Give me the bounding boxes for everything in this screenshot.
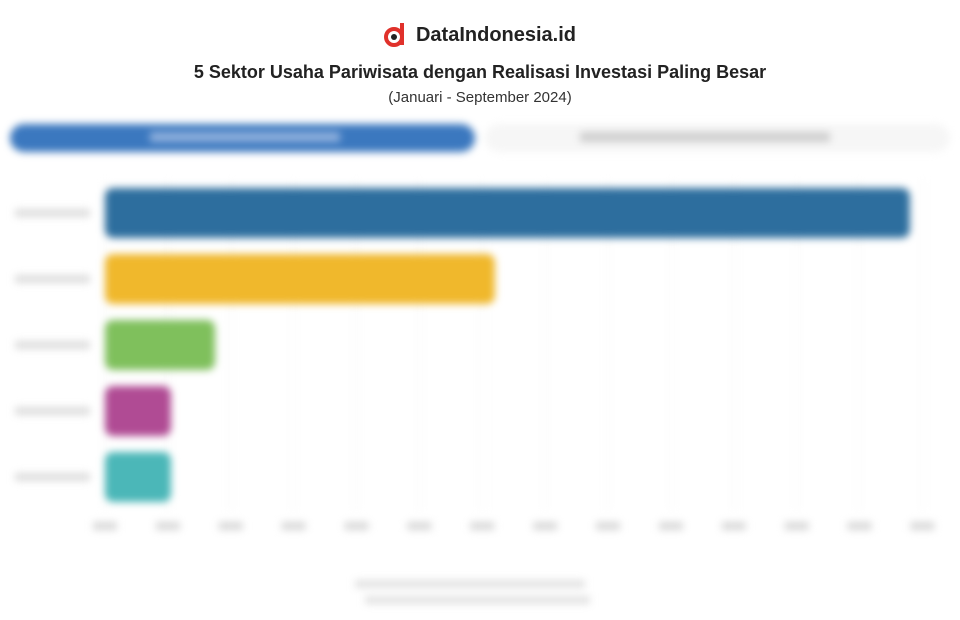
source-note: [365, 596, 590, 604]
category-blur: [15, 473, 90, 481]
x-tick-blur: [658, 522, 683, 530]
category-blur: [15, 209, 90, 217]
x-tick-blur: [784, 522, 809, 530]
tab-label: [580, 132, 830, 142]
bar: [105, 320, 216, 370]
x-tick-blur: [847, 522, 872, 530]
brand-name: DataIndonesia.id: [415, 23, 577, 46]
bar: [105, 254, 495, 304]
x-tick-blur: [470, 522, 495, 530]
x-tick-blur: [721, 522, 746, 530]
x-tick-blur: [596, 522, 621, 530]
x-tick-blur: [533, 522, 558, 530]
category-blur: [15, 275, 90, 283]
brand-logo: [383, 23, 404, 47]
chart-subtitle: (Januari - September 2024): [388, 89, 572, 106]
x-tick-blur: [93, 522, 117, 530]
brand: DataIndonesia.id: [0, 22, 960, 48]
chart-title: 5 Sektor Usaha Pariwisata dengan Realisa…: [193, 62, 767, 82]
x-tick-blur: [910, 522, 935, 530]
tab-label: [150, 132, 340, 142]
x-tick-blur: [344, 522, 369, 530]
x-tick-blur: [155, 522, 180, 530]
x-tick-blur: [218, 522, 243, 530]
x-tick-blur: [407, 522, 432, 530]
bar: [105, 188, 910, 238]
category-blur: [15, 341, 90, 349]
category-blur: [15, 407, 90, 415]
bar: [105, 386, 172, 436]
chart: [10, 124, 950, 604]
bar: [105, 452, 172, 502]
source-note: [355, 580, 585, 588]
x-tick-blur: [281, 522, 306, 530]
